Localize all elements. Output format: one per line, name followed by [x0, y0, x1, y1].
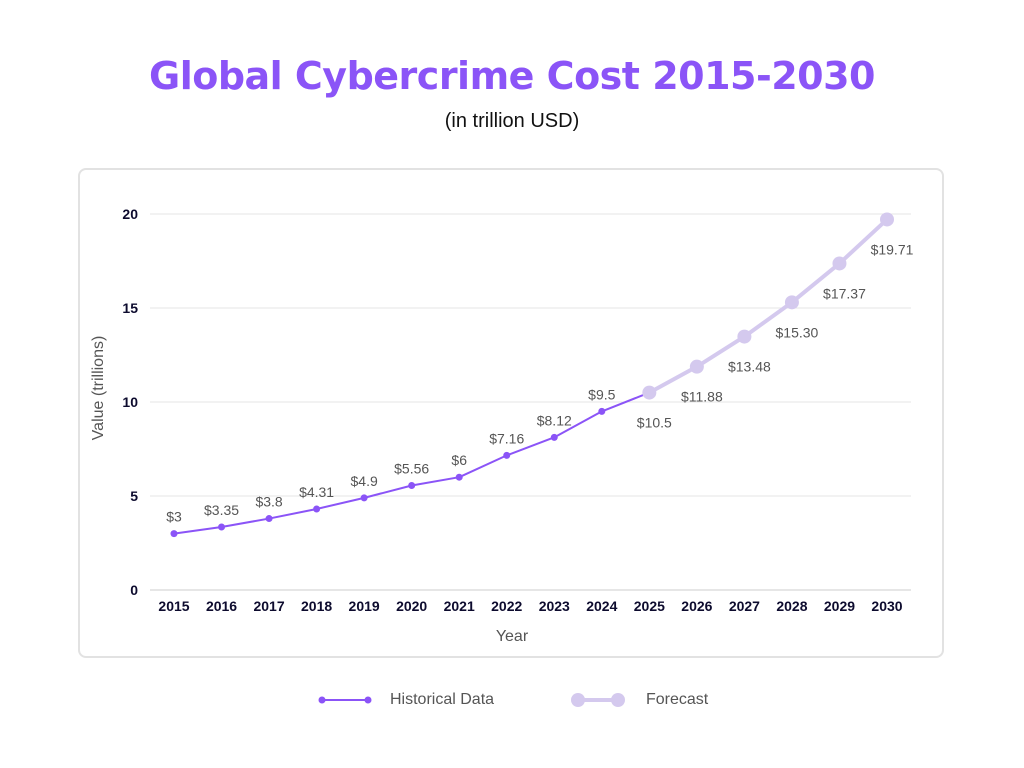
x-tick-label: 2025	[634, 598, 665, 614]
legend-forecast-label: Forecast	[646, 691, 709, 708]
data-label-forecast: $13.48	[728, 359, 771, 375]
x-tick-label: 2016	[206, 598, 237, 614]
data-point-forecast	[689, 359, 704, 374]
data-point-historical	[408, 481, 416, 489]
x-tick-label: 2023	[539, 598, 570, 614]
data-point-historical	[218, 523, 226, 531]
chart-subtitle: (in trillion USD)	[444, 110, 580, 132]
x-tick-label: 2027	[729, 598, 760, 614]
x-tick-label: 2029	[824, 598, 855, 614]
legend-forecast-swatch	[571, 693, 625, 707]
data-point-historical	[550, 433, 558, 441]
data-label-forecast: $11.88	[681, 389, 723, 405]
legend-historical: Historical Data	[314, 688, 494, 712]
legend-historical-swatch	[318, 696, 372, 704]
data-label-historical: $4.9	[351, 473, 378, 489]
data-point-historical	[265, 515, 273, 523]
x-tick-label: 2015	[158, 598, 189, 614]
series-line-forecast	[648, 217, 889, 395]
data-label-historical: $6	[451, 452, 467, 468]
x-tick-label: 2017	[253, 598, 284, 614]
legend-historical-label: Historical Data	[390, 691, 495, 708]
y-axis-label: Value (trillions)	[90, 336, 107, 441]
y-tick-label: 15	[122, 300, 138, 316]
x-tick-label: 2028	[776, 598, 807, 614]
data-point-forecast	[832, 256, 847, 271]
x-tick-label: 2030	[871, 598, 902, 614]
data-label-forecast: $19.71	[871, 241, 914, 257]
data-label-historical: $8.12	[537, 412, 572, 428]
x-tick-label: 2026	[681, 598, 712, 614]
data-label-historical: $5.56	[394, 460, 429, 476]
data-point-historical	[503, 451, 511, 459]
data-label-historical: $7.16	[489, 430, 524, 446]
data-point-historical	[455, 473, 463, 481]
data-point-historical	[313, 505, 321, 513]
data-point-historical	[360, 494, 368, 502]
data-label-historical: $4.31	[299, 484, 334, 500]
data-point-historical	[170, 530, 178, 538]
chart-card	[78, 168, 944, 658]
chart-title: Global Cybercrime Cost 2015-2030	[149, 54, 875, 98]
x-tick-label: 2019	[349, 598, 380, 614]
data-point-forecast	[737, 329, 752, 344]
data-label-historical: $3	[166, 509, 182, 525]
x-tick-label: 2020	[396, 598, 427, 614]
data-point-forecast	[880, 212, 894, 227]
x-tick-label: 2022	[491, 598, 522, 614]
data-label-historical: $3.8	[255, 494, 282, 510]
x-axis-label: Year	[496, 628, 529, 645]
y-tick-label: 20	[122, 206, 138, 222]
data-point-historical	[598, 407, 606, 415]
data-label-historical: $9.5	[588, 386, 615, 402]
y-tick-label: 10	[122, 394, 138, 410]
data-label-forecast: $10.5	[637, 415, 672, 431]
y-tick-label: 0	[130, 582, 138, 598]
data-label-forecast: $17.37	[823, 285, 866, 301]
data-point-forecast	[784, 295, 799, 310]
data-label-forecast: $15.30	[776, 324, 819, 340]
x-tick-label: 2024	[586, 598, 617, 614]
x-tick-label: 2018	[301, 598, 332, 614]
data-point-forecast	[642, 385, 657, 400]
y-tick-label: 5	[130, 488, 138, 504]
legend-forecast: Forecast	[570, 688, 708, 712]
x-tick-label: 2021	[444, 598, 475, 614]
data-label-historical: $3.35	[204, 502, 239, 518]
